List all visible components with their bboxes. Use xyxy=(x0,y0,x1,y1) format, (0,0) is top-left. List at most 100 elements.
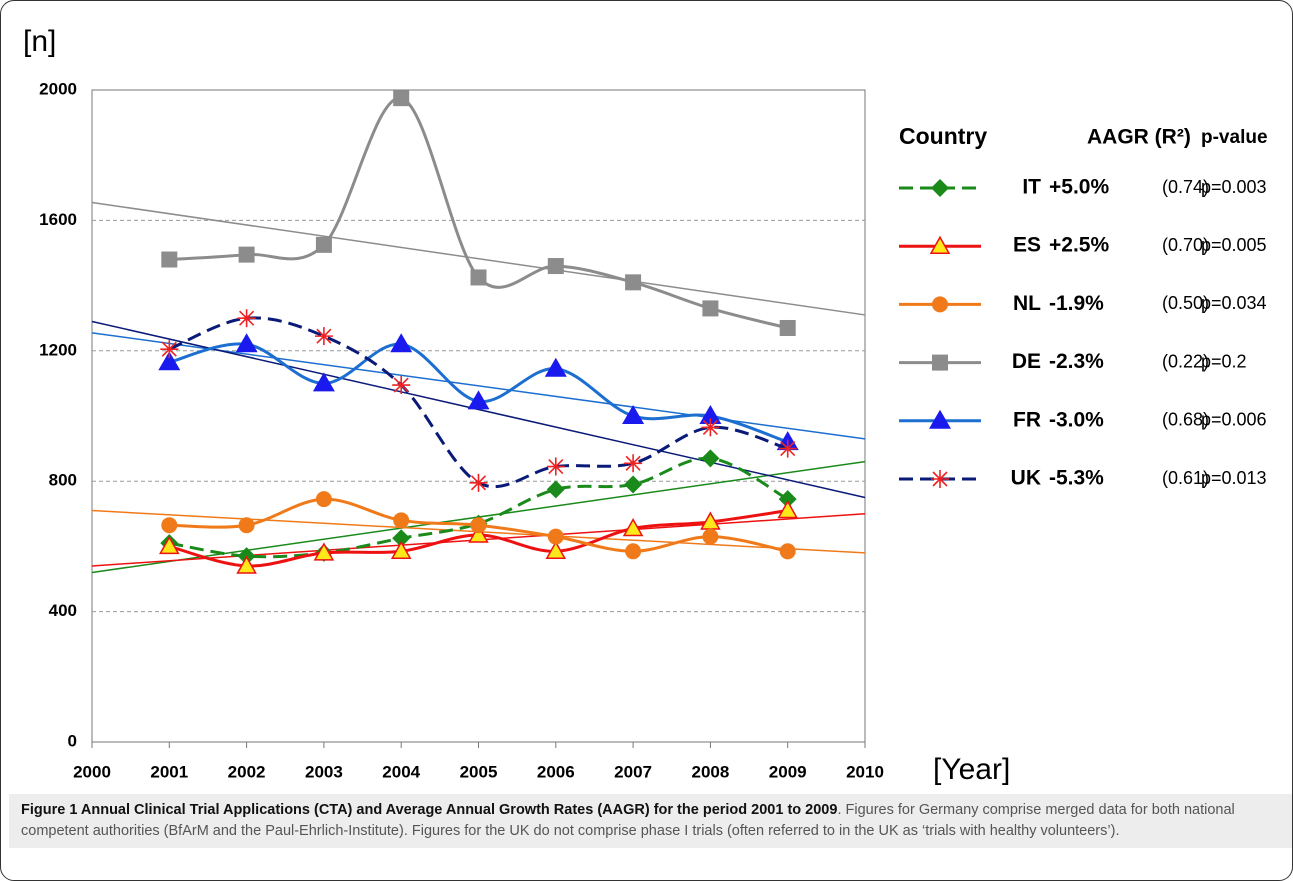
marker xyxy=(777,500,798,519)
legend-marker xyxy=(932,354,948,371)
legend-marker xyxy=(929,235,951,254)
marker xyxy=(393,90,410,107)
marker xyxy=(929,235,951,254)
caption-title: Figure 1 Annual Clinical Trial Applicati… xyxy=(21,802,838,818)
legend-p: p=0.003 xyxy=(1201,177,1267,197)
legend-p: p=0.2 xyxy=(1201,351,1247,371)
marker xyxy=(779,543,796,560)
marker xyxy=(778,439,797,458)
y-tick-label: 400 xyxy=(49,601,77,620)
y-tick-label: 0 xyxy=(68,731,77,750)
legend-p: p=0.005 xyxy=(1201,235,1267,255)
marker xyxy=(393,512,410,529)
marker xyxy=(625,274,642,291)
marker xyxy=(390,333,413,353)
x-tick-label: 2002 xyxy=(228,762,266,781)
marker xyxy=(701,418,720,437)
x-tick-label: 2004 xyxy=(382,762,420,781)
legend-aagr: -2.3% xyxy=(1049,350,1104,373)
marker xyxy=(315,236,332,253)
marker xyxy=(158,351,181,371)
legend-aagr: +2.5% xyxy=(1049,234,1109,257)
marker xyxy=(390,540,412,560)
marker xyxy=(545,540,567,560)
marker xyxy=(547,528,564,545)
marker xyxy=(315,491,332,508)
legend-aagr: +5.0% xyxy=(1049,176,1109,199)
legend-r2: (0.61) xyxy=(1162,468,1209,488)
x-axis-label: [Year] xyxy=(933,753,1010,786)
marker xyxy=(159,535,180,555)
marker xyxy=(622,405,645,424)
marker xyxy=(929,409,951,429)
marker xyxy=(235,333,258,353)
marker xyxy=(392,376,411,395)
x-tick-label: 2009 xyxy=(769,762,807,781)
legend-header: Country xyxy=(899,123,987,149)
marker xyxy=(624,454,643,473)
marker xyxy=(546,480,565,499)
caption-text: . Figures for Germany comprise merged da… xyxy=(21,802,1235,839)
marker xyxy=(931,179,949,197)
marker xyxy=(779,319,796,336)
marker xyxy=(314,327,333,346)
marker xyxy=(469,473,488,492)
marker xyxy=(778,490,797,509)
marker xyxy=(546,457,565,476)
marker xyxy=(237,309,256,328)
legend-marker xyxy=(929,409,951,429)
y-tick-label: 2000 xyxy=(39,79,77,98)
legend-p: p=0.013 xyxy=(1201,468,1267,488)
marker xyxy=(932,354,948,371)
legend-header: p-value xyxy=(1201,127,1268,148)
marker xyxy=(470,517,487,534)
marker xyxy=(467,390,490,410)
x-tick-label: 2003 xyxy=(305,762,343,781)
y-axis-label: [n] xyxy=(23,25,56,58)
legend-p: p=0.006 xyxy=(1201,410,1267,430)
marker xyxy=(547,258,564,275)
x-tick-label: 2006 xyxy=(537,762,575,781)
marker xyxy=(160,340,179,359)
caption: Figure 1 Annual Clinical Trial Applicati… xyxy=(9,794,1292,848)
marker xyxy=(392,529,411,548)
marker xyxy=(161,251,178,268)
marker xyxy=(238,517,255,534)
series-line xyxy=(169,96,789,330)
legend-header: AAGR (R²) xyxy=(1087,126,1191,149)
legend-r2: (0.68) xyxy=(1162,410,1209,430)
legend-name: FR xyxy=(1013,408,1041,431)
legend-marker xyxy=(931,470,949,488)
marker xyxy=(702,300,719,317)
trend-line xyxy=(91,320,866,499)
marker xyxy=(544,357,567,377)
marker xyxy=(161,517,178,534)
legend-name: ES xyxy=(1013,234,1041,257)
marker xyxy=(312,372,335,392)
marker xyxy=(701,449,720,468)
legend-r2: (0.74) xyxy=(1162,177,1209,197)
plot-frame xyxy=(91,89,866,743)
marker xyxy=(931,470,949,488)
marker xyxy=(932,296,948,313)
marker xyxy=(625,543,642,560)
chart: [n] [Year] 0 400 800 1200 1600 2000 2000 2001 20… xyxy=(23,25,1268,786)
legend-marker xyxy=(932,296,948,313)
legend-name: NL xyxy=(1013,292,1041,315)
legend-aagr: -1.9% xyxy=(1049,292,1104,315)
marker xyxy=(622,517,644,537)
marker xyxy=(468,524,489,543)
legend-aagr: -5.3% xyxy=(1049,467,1104,490)
marker xyxy=(624,475,643,494)
legend-marker xyxy=(931,179,949,197)
marker xyxy=(702,528,719,545)
marker xyxy=(236,555,257,574)
x-tick-label: 2008 xyxy=(691,762,729,781)
y-tick-label: 1600 xyxy=(39,210,77,229)
marker xyxy=(470,269,487,286)
legend-r2: (0.50) xyxy=(1162,293,1209,313)
legend-name: DE xyxy=(1012,350,1041,373)
marker xyxy=(699,405,722,424)
x-tick-label: 2000 xyxy=(73,762,111,781)
